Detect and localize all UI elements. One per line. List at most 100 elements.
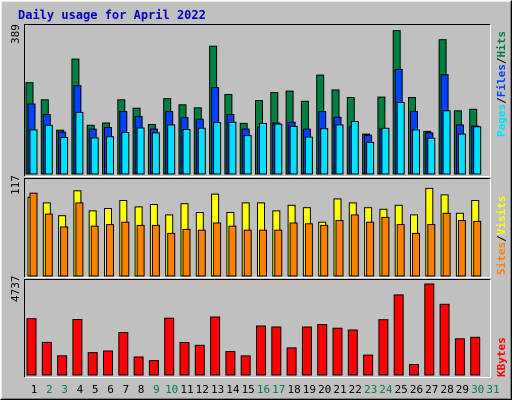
sites-bar-day-10 xyxy=(167,232,176,277)
kbytes-bar-day-22 xyxy=(347,329,358,376)
kbytes-bar-day-21 xyxy=(332,327,343,376)
sites-bar-day-12 xyxy=(197,229,206,277)
middle-panel-max-label: 117 xyxy=(9,175,22,195)
sites-bar-day-8 xyxy=(136,224,145,277)
x-tick-label-day-21: 21 xyxy=(333,383,346,396)
sites-bar-day-6 xyxy=(106,224,114,277)
kbytes-bar-day-12 xyxy=(194,344,205,376)
kbytes-bar-day-6 xyxy=(103,350,113,376)
legend-hits: Hits xyxy=(495,31,508,58)
kbytes-bar-day-16 xyxy=(256,325,266,376)
kbytes-bar-day-25 xyxy=(393,294,404,376)
sites-bar-day-16 xyxy=(259,229,267,277)
kbytes-bar-day-27 xyxy=(424,283,435,376)
middle-panel-legend: Sites/Visits xyxy=(495,196,508,276)
x-tick-label-day-12: 12 xyxy=(196,383,209,396)
kbytes-bar-day-11 xyxy=(179,342,190,376)
x-tick-label-day-31: 31 xyxy=(486,383,499,396)
x-tick-label-day-14: 14 xyxy=(226,383,240,396)
bottom-panel-legend: KBytes xyxy=(495,337,508,377)
pages-bar-day-10 xyxy=(167,124,176,175)
chart-title: Daily usage for April 2022 xyxy=(18,8,206,22)
kbytes-bar-day-10 xyxy=(164,317,175,376)
sites-bar-day-13 xyxy=(213,222,222,277)
pages-bar-day-29 xyxy=(457,133,466,175)
legend-visits: Visits xyxy=(495,196,508,236)
x-tick-label-day-8: 8 xyxy=(138,383,145,396)
kbytes-bar-day-9 xyxy=(148,360,159,376)
kbytes-bar-day-14 xyxy=(225,351,236,376)
pages-bar-day-9 xyxy=(151,132,160,175)
kbytes-bar-day-26 xyxy=(409,364,419,376)
kbytes-bar-day-23 xyxy=(363,354,374,376)
kbytes-bar-day-2 xyxy=(41,341,52,376)
legend-separator: / xyxy=(495,235,508,242)
legend-separator: / xyxy=(495,57,508,64)
pages-bar-day-25 xyxy=(396,102,405,175)
kbytes-bar-day-4 xyxy=(72,319,83,376)
x-tick-label-day-7: 7 xyxy=(122,383,129,396)
sites-bar-day-18 xyxy=(289,222,298,277)
kbytes-bar-day-13 xyxy=(210,316,221,376)
pages-bar-day-30 xyxy=(473,126,482,175)
kbytes-bar-day-17 xyxy=(271,326,282,376)
legend-kbytes: KBytes xyxy=(495,337,508,377)
x-tick-label-day-26: 26 xyxy=(410,383,423,396)
pages-bar-day-20 xyxy=(320,128,329,175)
x-tick-label-day-20: 20 xyxy=(318,383,331,396)
legend-sites: Sites xyxy=(495,242,508,275)
x-tick-label-day-23: 23 xyxy=(364,383,377,396)
x-tick-label-day-15: 15 xyxy=(242,383,255,396)
pages-bar-day-23 xyxy=(366,141,375,175)
sites-bar-day-25 xyxy=(396,224,405,277)
sites-bar-day-23 xyxy=(366,221,375,277)
sites-bar-day-4 xyxy=(75,202,84,277)
sites-bar-day-26 xyxy=(412,232,420,277)
kbytes-bar-day-8 xyxy=(133,356,144,376)
x-tick-label-day-1: 1 xyxy=(31,383,38,396)
kbytes-bar-day-30 xyxy=(470,336,481,376)
x-tick-label-day-19: 19 xyxy=(303,383,316,396)
sites-bar-day-9 xyxy=(151,224,160,277)
sites-bar-day-11 xyxy=(182,228,191,277)
pages-bar-day-26 xyxy=(412,129,420,175)
sites-bar-day-27 xyxy=(427,224,436,277)
panel-visits-sites xyxy=(24,178,491,278)
x-tick-label-day-18: 18 xyxy=(287,383,300,396)
pages-bar-day-7 xyxy=(121,132,130,175)
kbytes-bar-day-19 xyxy=(301,326,312,376)
x-tick-label-day-29: 29 xyxy=(456,383,469,396)
x-tick-label-day-5: 5 xyxy=(92,383,99,396)
pages-bar-day-14 xyxy=(228,121,237,175)
x-axis-day-labels: 1 2 3 4 5 6 7 8 9 10 11 12 13 14 15 16 17 18 19 20 21 22 23 24 2… xyxy=(31,383,500,396)
pages-bar-day-19 xyxy=(304,136,313,175)
x-tick-label-day-4: 4 xyxy=(77,383,84,396)
x-tick-label-day-3: 3 xyxy=(61,383,68,396)
kbytes-bar-day-20 xyxy=(317,324,328,376)
x-tick-label-day-22: 22 xyxy=(349,383,362,396)
sites-bar-day-7 xyxy=(121,221,130,277)
sites-bar-day-30 xyxy=(473,220,482,277)
sites-bar-day-2 xyxy=(44,213,53,277)
pages-bar-day-2 xyxy=(44,124,53,175)
pages-bar-day-4 xyxy=(75,111,84,175)
sites-bar-day-5 xyxy=(90,225,99,277)
kbytes-bar-day-28 xyxy=(439,303,450,376)
pages-bar-day-17 xyxy=(274,123,283,175)
sites-bar-day-22 xyxy=(350,214,359,277)
pages-bar-day-27 xyxy=(427,137,436,175)
pages-bar-day-15 xyxy=(243,135,252,175)
sites-bar-day-19 xyxy=(304,223,313,277)
pages-bar-day-18 xyxy=(289,125,298,175)
pages-bar-day-24 xyxy=(381,127,390,175)
pages-bar-day-22 xyxy=(350,121,359,175)
sites-bar-day-21 xyxy=(335,220,344,277)
bars-kbytes xyxy=(26,283,481,376)
panel-kbytes xyxy=(24,279,491,378)
pages-bar-day-21 xyxy=(335,124,344,175)
kbytes-bar-day-3 xyxy=(57,355,68,376)
